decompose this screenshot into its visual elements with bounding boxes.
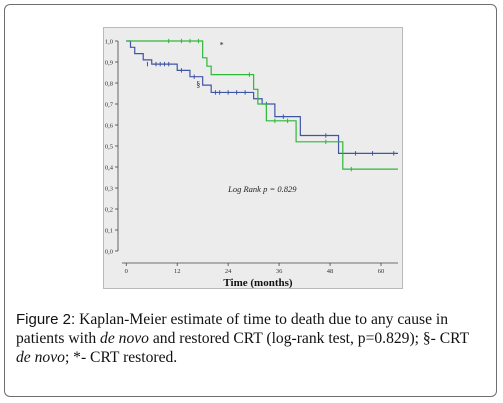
- x-tick-label: 36: [276, 268, 283, 275]
- caption-text-2: and restored CRT (log-rank test, p=0.829…: [148, 330, 469, 347]
- y-tick-label: 0,4: [105, 165, 114, 172]
- y-tick-label: 0,6: [105, 123, 114, 130]
- survival-curves: [126, 38, 398, 172]
- curve-marker-label: *: [220, 40, 224, 49]
- caption-text-1: Kaplan-Meier estimate of time to death d…: [16, 311, 449, 347]
- survival-curve-1: [126, 40, 398, 154]
- y-tick-label: 0,3: [105, 186, 113, 193]
- x-tick-label: 24: [225, 268, 232, 275]
- figure-caption: Figure 2: Kaplan-Meier estimate of time …: [16, 310, 486, 367]
- x-tick-label: 12: [174, 268, 181, 275]
- y-tick-label: 0,1: [105, 228, 113, 235]
- x-tick-label: 48: [327, 268, 334, 275]
- log-rank-annotation: Log Rank p = 0.829: [227, 184, 297, 194]
- caption-denovo-2: de novo: [16, 349, 65, 366]
- plot-area-background: [103, 27, 403, 289]
- y-tick-label: 0,2: [105, 207, 113, 214]
- kaplan-meier-chart: 0,0 0,1 0,2 0,3 0,4 0,5 0,6 0,7 0,8 0,9 1,0 0 12 24 36…: [105, 38, 398, 289]
- caption-label: Figure 2:: [16, 311, 76, 328]
- axes: 0,0 0,1 0,2 0,3 0,4 0,5 0,6 0,7 0,8 0,9 1,0 0 12 24 36…: [105, 39, 398, 275]
- y-tick-label: 0,7: [105, 102, 114, 109]
- caption-text-3: ; *- CRT restored.: [64, 349, 178, 366]
- curve-marker-label: §: [196, 80, 200, 89]
- y-tick-label: 1,0: [105, 39, 113, 46]
- survival-curve-2: [126, 40, 398, 170]
- x-axis-label: Time (months): [223, 277, 292, 289]
- y-tick-label: 0,9: [105, 60, 113, 67]
- y-tick-label: 0,8: [105, 81, 113, 88]
- caption-denovo-1: de novo: [100, 330, 149, 347]
- annotations: * § Log Rank p = 0.829: [196, 40, 297, 194]
- x-tick-label: 60: [378, 268, 385, 275]
- y-tick-label: 0,0: [105, 249, 113, 256]
- x-tick-label: 0: [125, 268, 128, 275]
- y-tick-label: 0,5: [105, 144, 113, 151]
